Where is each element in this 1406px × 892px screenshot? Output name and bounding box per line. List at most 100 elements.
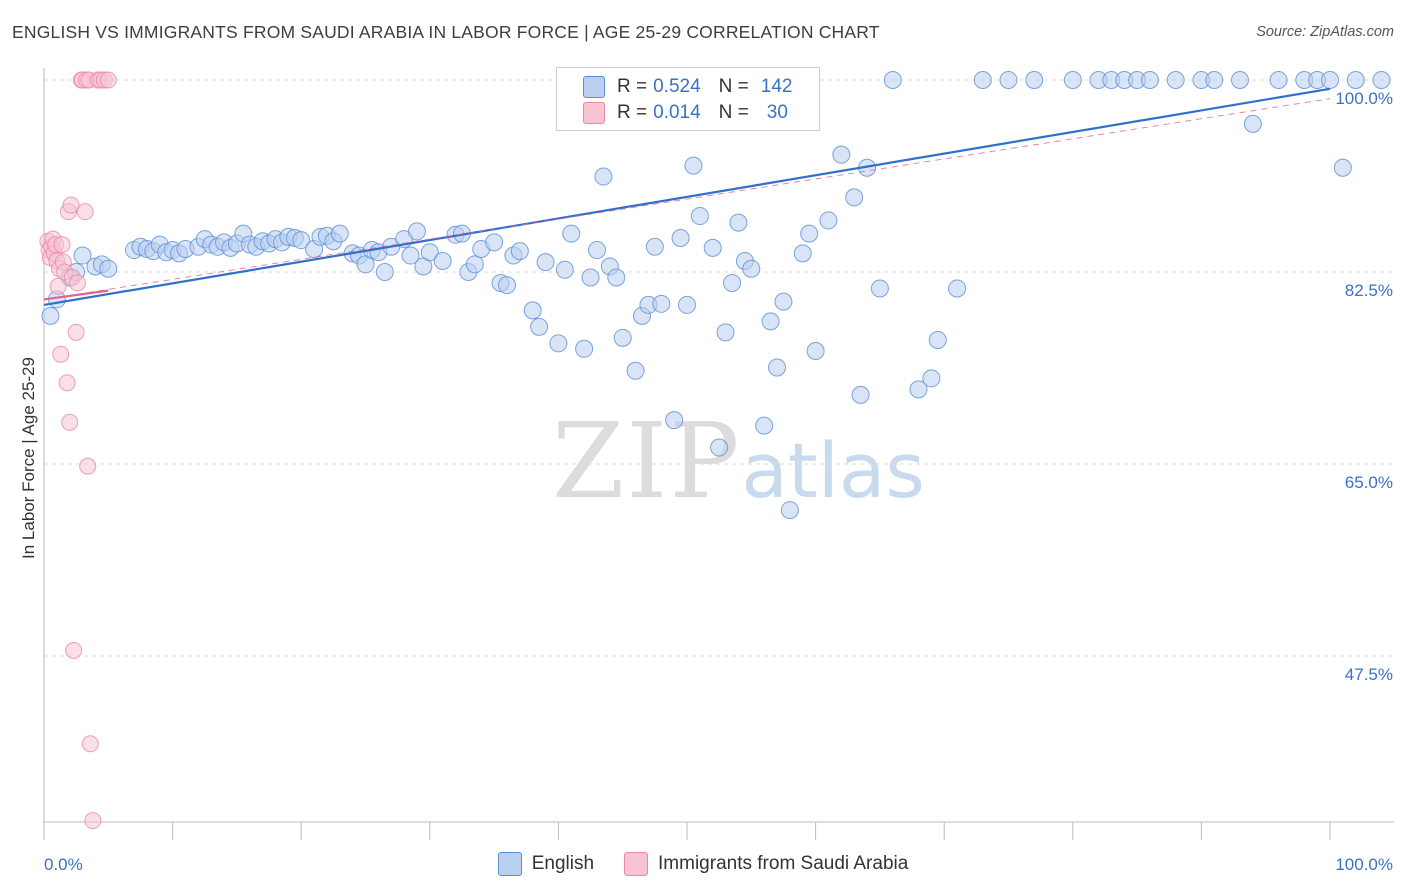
english-swatch (583, 76, 605, 98)
trend-lines (43, 87, 1331, 306)
english-point (555, 260, 574, 279)
english-point (420, 243, 439, 262)
legend-r-value: 0.014 (653, 102, 701, 123)
english-point (613, 328, 632, 347)
english-point (690, 207, 709, 226)
english-point (665, 411, 684, 430)
english-trend-line (43, 87, 1331, 306)
legend-n-label: N = (718, 102, 749, 123)
english-point (1346, 71, 1365, 89)
english-point (562, 224, 581, 243)
y-tick-labels: 100.0% 82.5% 65.0% 47.5% (1335, 89, 1393, 684)
english-point (1205, 71, 1224, 89)
english-point (1230, 71, 1249, 89)
english-point (465, 255, 484, 274)
saudi-point (62, 196, 80, 214)
x-tick-label: 0.0% (44, 855, 83, 874)
english-point (716, 323, 735, 342)
legend-item-saudi[interactable]: Immigrants from Saudi Arabia (624, 852, 908, 876)
saudi-point (49, 277, 67, 295)
english-point (549, 334, 568, 353)
saudi-point (79, 457, 97, 475)
english-point (330, 224, 349, 243)
saudi-trend-line (43, 289, 109, 301)
english-point (851, 385, 870, 404)
saudi-swatch (583, 102, 605, 124)
english-point (800, 224, 819, 243)
saudi-point (52, 345, 70, 363)
english-point (1372, 71, 1391, 89)
english-point (1063, 71, 1082, 89)
english-point (684, 156, 703, 175)
y-axis-title: In Labor Force | Age 25-29 (19, 357, 38, 559)
legend-item-english[interactable]: English (497, 852, 595, 876)
english-point (41, 306, 60, 325)
english-point (1166, 71, 1185, 89)
legend-label-saudi: Immigrants from Saudi Arabia (658, 853, 909, 874)
english-point (870, 279, 889, 298)
english-point (523, 301, 542, 320)
english-point (510, 242, 529, 261)
legend-label-english: English (531, 853, 595, 874)
english-point (703, 238, 722, 257)
english-point (755, 416, 774, 435)
english-legend-swatch (497, 852, 522, 876)
chart-title: ENGLISH VS IMMIGRANTS FROM SAUDI ARABIA … (12, 22, 880, 42)
saudi-point (99, 71, 117, 89)
english-point (497, 276, 516, 295)
legend-n-value: 142 (760, 76, 793, 97)
english-point (530, 317, 549, 336)
english-point (401, 246, 420, 265)
english-point (678, 295, 696, 314)
english-point (1269, 71, 1288, 89)
watermark: ZIPatlas (552, 400, 925, 522)
english-point (652, 294, 671, 313)
saudi-point (84, 812, 102, 830)
english-point (375, 263, 394, 281)
y-tick-label: 65.0% (1345, 473, 1393, 492)
y-tick-label: 47.5% (1345, 665, 1393, 684)
saudi-point (61, 413, 79, 431)
english-point (806, 341, 825, 360)
saudi-point (67, 323, 85, 341)
english-point (581, 268, 600, 287)
english-points (41, 71, 1391, 520)
legend-n-value: 30 (766, 102, 788, 123)
watermark-atlas: atlas (741, 426, 925, 515)
english-point (485, 233, 504, 252)
legend-r-label: R = (617, 76, 648, 97)
y-tick-label: 82.5% (1345, 281, 1393, 300)
english-point (575, 339, 594, 358)
english-point (883, 71, 902, 89)
english-point (761, 312, 780, 331)
saudi-trend-extension (43, 98, 1331, 300)
x-tick-label: 100.0% (1335, 855, 1393, 874)
english-point (1321, 71, 1339, 89)
english-point (645, 237, 664, 256)
legend-r-label: R = (617, 102, 648, 123)
english-point (671, 228, 690, 247)
english-point (723, 273, 742, 292)
source-label: Source: ZipAtlas.com (1256, 24, 1394, 40)
english-point (999, 71, 1018, 89)
saudi-legend-swatch (624, 852, 649, 876)
english-point (729, 213, 748, 232)
series-legend: English Immigrants from Saudi Arabia (0, 852, 1406, 876)
english-point (832, 145, 851, 164)
english-point (1025, 71, 1044, 89)
saudi-point (53, 236, 71, 254)
english-point (768, 358, 787, 377)
english-point (774, 292, 793, 311)
english-point (407, 222, 426, 241)
english-point (948, 279, 967, 298)
legend-row-english: R = 0.524 N = 142 (583, 74, 792, 100)
english-point (793, 244, 812, 263)
english-point (928, 331, 947, 350)
y-tick-label: 100.0% (1335, 89, 1393, 108)
gridlines (44, 79, 1394, 657)
saudi-point (58, 374, 76, 392)
english-point (819, 211, 838, 230)
correlation-legend: R = 0.524 N = 142 R = 0.014 N = 30 (556, 67, 820, 131)
english-point (973, 71, 992, 89)
